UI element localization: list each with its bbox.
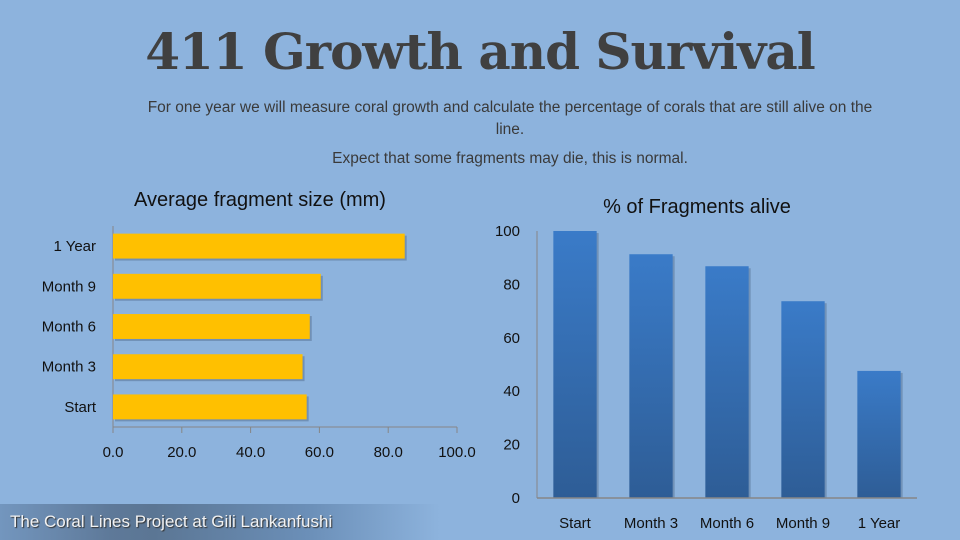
x-tick-label: Month 3 [624, 515, 678, 532]
bar-shadow [631, 256, 675, 498]
x-tick-label: Start [559, 515, 592, 532]
bar-month-3 [113, 354, 303, 380]
bar-shadow [555, 233, 599, 498]
x-tick-label: 100.0 [438, 444, 476, 461]
bar-month-6 [113, 314, 310, 339]
y-tick-label: Start [64, 399, 97, 416]
slide-subtitle-1: For one year we will measure coral growt… [147, 99, 873, 138]
bar-1-year [857, 370, 901, 498]
y-tick-label: 1 Year [53, 238, 96, 255]
y-tick-label: 20 [503, 437, 520, 454]
x-tick-label: 0.0 [103, 444, 124, 461]
y-tick-label: 0 [512, 490, 520, 507]
x-tick-label: 40.0 [236, 444, 265, 461]
y-tick-label: 100 [495, 223, 520, 240]
chart-title: % of Fragments alive [603, 196, 791, 218]
y-tick-label: 80 [503, 276, 520, 293]
bar-month-3 [629, 254, 673, 498]
bar-month-6 [705, 266, 749, 498]
chart-fragment-size: Average fragment size (mm) 0.0 20.0 40.0 60… [42, 189, 476, 461]
y-tick-label: 40 [503, 383, 520, 400]
x-tick-label: 80.0 [374, 444, 403, 461]
bar-month-9 [113, 273, 321, 299]
x-tick-label: Month 6 [700, 515, 754, 532]
x-tick-label: 1 Year [858, 515, 901, 532]
bar-shadow [707, 268, 751, 498]
x-tick-label: 60.0 [305, 444, 334, 461]
y-tick-label: Month 9 [42, 278, 96, 295]
chart-title: Average fragment size (mm) [134, 189, 386, 211]
footer-text: The Coral Lines Project at Gili Lankanfu… [10, 512, 333, 531]
bar-month-9 [781, 301, 825, 498]
footer-band: The Coral Lines Project at Gili Lankanfu… [0, 504, 440, 540]
slide-subtitle-2: Expect that some fragments may die, this… [332, 150, 688, 167]
bar-1-year [113, 233, 405, 259]
bar-start [113, 394, 307, 420]
bar-shadow [859, 372, 903, 498]
y-tick-label: Month 3 [42, 359, 96, 376]
y-tick-label: Month 6 [42, 319, 96, 336]
y-tick-label: 60 [503, 330, 520, 347]
x-tick-label: 20.0 [167, 444, 196, 461]
bar-shadow [783, 303, 827, 498]
slide-title: 411 Growth and Survival [145, 22, 815, 81]
bar-start [553, 231, 597, 498]
x-tick-label: Month 9 [776, 515, 830, 532]
